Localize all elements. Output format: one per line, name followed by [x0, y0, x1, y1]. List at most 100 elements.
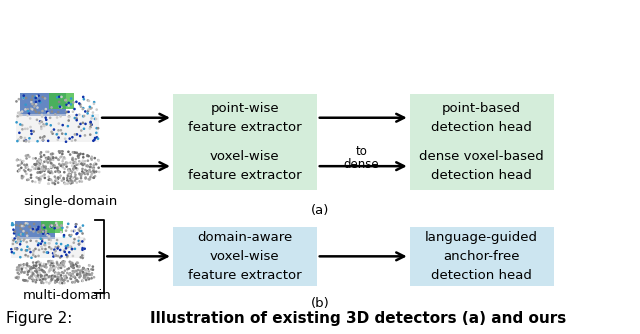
Point — [14, 167, 24, 172]
Point — [12, 157, 22, 162]
Point — [31, 274, 42, 280]
Point — [68, 269, 78, 274]
Point — [74, 171, 84, 176]
Point — [55, 104, 65, 110]
Point — [72, 132, 82, 137]
Point — [70, 160, 81, 166]
Point — [58, 123, 68, 128]
Point — [57, 163, 67, 169]
Point — [74, 159, 84, 164]
Point — [45, 115, 55, 121]
Point — [61, 273, 71, 279]
Point — [79, 266, 89, 271]
Point — [93, 158, 104, 163]
Point — [87, 171, 97, 176]
Point — [36, 165, 47, 170]
Point — [35, 174, 45, 180]
Point — [76, 255, 86, 260]
Point — [56, 229, 67, 235]
Point — [31, 277, 42, 283]
Point — [72, 272, 83, 278]
Point — [53, 244, 63, 249]
Point — [48, 275, 58, 280]
Point — [29, 221, 39, 227]
Point — [50, 253, 60, 258]
Point — [70, 157, 81, 162]
Point — [52, 168, 63, 173]
Point — [76, 239, 86, 244]
Point — [35, 277, 45, 283]
Point — [66, 244, 76, 249]
Point — [24, 139, 34, 144]
Point — [88, 163, 99, 168]
Point — [45, 267, 55, 273]
Point — [52, 274, 62, 279]
Point — [70, 178, 80, 183]
Point — [26, 255, 36, 261]
Point — [52, 279, 62, 285]
Point — [75, 102, 85, 107]
Point — [12, 267, 22, 273]
Point — [54, 175, 65, 181]
Point — [36, 227, 46, 232]
Point — [61, 246, 71, 251]
Text: to: to — [356, 145, 367, 158]
Point — [28, 272, 38, 277]
Point — [18, 228, 28, 233]
Point — [86, 122, 96, 127]
Point — [19, 238, 29, 243]
Point — [44, 270, 54, 275]
Point — [47, 105, 57, 110]
Text: multi-domain: multi-domain — [23, 289, 111, 302]
Point — [86, 119, 96, 125]
Point — [57, 276, 67, 282]
Point — [65, 259, 75, 265]
Point — [12, 222, 22, 228]
Point — [72, 278, 82, 283]
Point — [89, 175, 99, 180]
Point — [33, 229, 44, 234]
Point — [64, 179, 74, 184]
Point — [80, 271, 90, 276]
Point — [20, 278, 31, 283]
Point — [22, 263, 32, 268]
Point — [47, 261, 57, 266]
Point — [49, 163, 59, 169]
Point — [46, 274, 56, 280]
Point — [45, 170, 55, 176]
Point — [16, 270, 26, 275]
Point — [61, 181, 71, 186]
Point — [53, 277, 63, 283]
Point — [83, 163, 93, 169]
Point — [34, 247, 44, 253]
Point — [19, 278, 29, 283]
Point — [52, 246, 63, 251]
Point — [79, 97, 89, 102]
Point — [46, 164, 56, 170]
Point — [71, 222, 81, 227]
Point — [63, 172, 73, 177]
Point — [30, 269, 40, 274]
Point — [19, 270, 29, 275]
Point — [51, 176, 61, 181]
Point — [77, 231, 88, 236]
Point — [34, 157, 44, 162]
Point — [71, 277, 81, 282]
FancyBboxPatch shape — [20, 93, 66, 116]
Point — [61, 131, 71, 137]
Point — [41, 228, 51, 233]
Point — [38, 138, 48, 143]
Point — [26, 274, 36, 280]
Point — [19, 158, 29, 164]
Point — [8, 222, 19, 227]
Point — [34, 110, 44, 115]
Point — [42, 232, 52, 238]
Point — [26, 269, 36, 275]
Point — [85, 176, 95, 182]
Point — [49, 263, 59, 269]
FancyBboxPatch shape — [410, 94, 554, 142]
Point — [35, 264, 45, 269]
Point — [14, 130, 24, 136]
Point — [35, 169, 45, 175]
Point — [70, 132, 80, 137]
